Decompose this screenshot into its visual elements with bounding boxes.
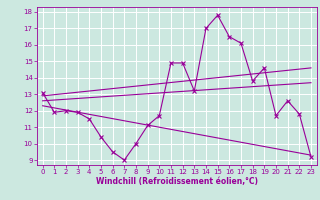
X-axis label: Windchill (Refroidissement éolien,°C): Windchill (Refroidissement éolien,°C) bbox=[96, 177, 258, 186]
